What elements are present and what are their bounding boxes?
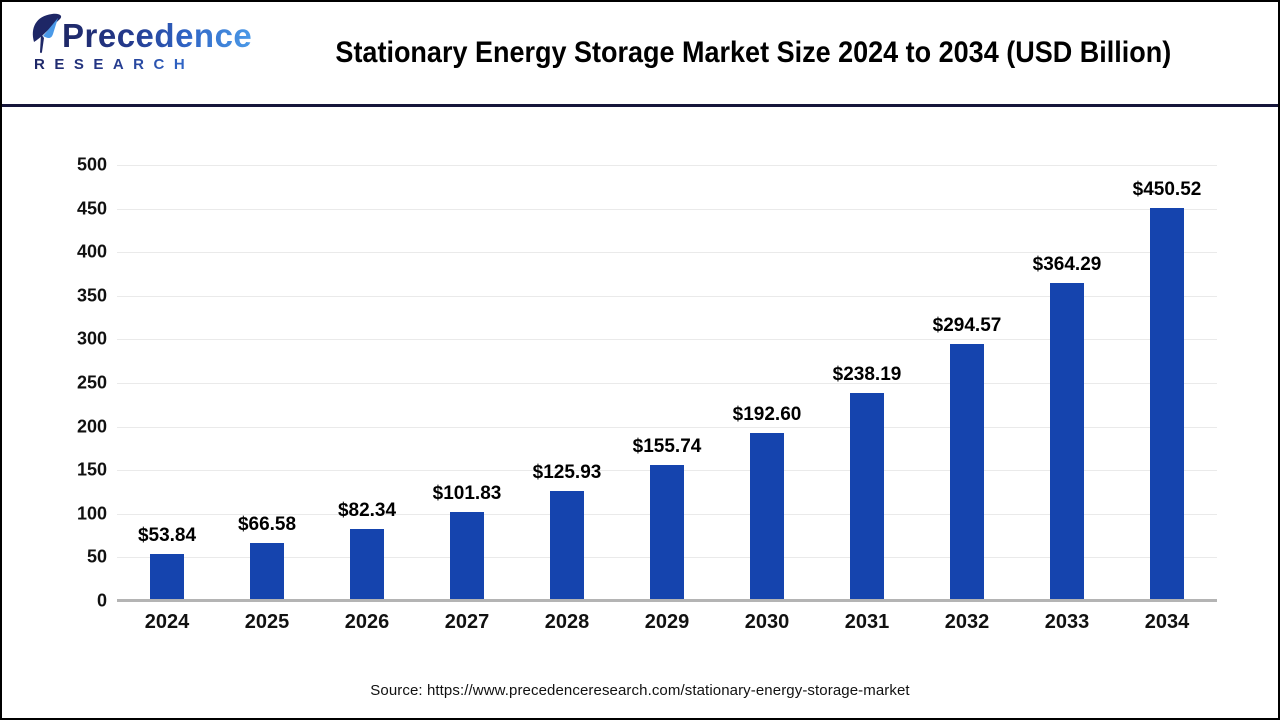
- x-tick-label-2026: 2026: [344, 611, 390, 633]
- y-tick-label-250: 250: [76, 372, 107, 393]
- x-tick-label-2028: 2028: [544, 611, 590, 633]
- bar-2031: [850, 393, 884, 601]
- bar-column-2032: $294.57: [917, 165, 1017, 601]
- x-tick-label-2033: 2033: [1044, 611, 1090, 633]
- bar-value-label-2026: $82.34: [337, 500, 397, 522]
- bar-2027: [450, 512, 484, 601]
- bar-column-2026: $82.34: [317, 165, 417, 601]
- header: Precedence RESEARCH Stationary Energy St…: [2, 2, 1278, 107]
- y-tick-label-500: 500: [76, 154, 107, 175]
- bar-2034: [1150, 208, 1184, 601]
- logo-name: Precedence: [62, 17, 253, 55]
- y-tick-label-150: 150: [76, 459, 107, 480]
- gridline-250: [117, 383, 1217, 384]
- x-axis-line: [117, 599, 1217, 602]
- y-tick-label-400: 400: [76, 241, 107, 262]
- bar-value-label-2025: $66.58: [237, 513, 297, 535]
- gridline-500: [117, 165, 1217, 166]
- bar-column-2031: $238.19: [817, 165, 917, 601]
- bar-column-2033: $364.29: [1017, 165, 1117, 601]
- x-tick-label-2031: 2031: [844, 611, 890, 633]
- x-tick-label-2027: 2027: [444, 611, 490, 633]
- bar-2025: [250, 542, 284, 601]
- bar-value-label-2034: $450.52: [1132, 179, 1202, 201]
- bar-2024: [150, 554, 184, 601]
- bar-2029: [650, 465, 684, 601]
- footer: Source: https://www.precedenceresearch.c…: [2, 682, 1278, 700]
- y-tick-label-200: 200: [76, 416, 107, 437]
- bar-2033: [1050, 283, 1084, 601]
- bar-value-label-2030: $192.60: [732, 404, 802, 426]
- x-axis: 2024 2025 2026 2027 2028 2029 2030 2031 2032 2033…: [117, 611, 1217, 647]
- bar-value-label-2029: $155.74: [632, 436, 702, 458]
- bar-value-label-2028: $125.93: [532, 462, 602, 484]
- x-tick-label-2030: 2030: [744, 611, 790, 633]
- gridline-350: [117, 295, 1217, 297]
- bar-column-2034: $450.52: [1117, 165, 1217, 601]
- bar-value-label-2027: $101.83: [432, 483, 502, 505]
- bar-2026: [350, 529, 384, 601]
- bar-2032: [950, 344, 984, 601]
- x-tick-label-2032: 2032: [944, 611, 990, 633]
- bar-2028: [550, 491, 584, 601]
- x-tick-label-2025: 2025: [244, 611, 290, 633]
- logo-subname: RESEARCH: [34, 56, 260, 73]
- y-tick-label-0: 0: [96, 590, 107, 611]
- bar-column-2027: $101.83: [417, 165, 517, 601]
- x-tick-label-2029: 2029: [644, 611, 690, 633]
- bar-2030: [750, 433, 784, 601]
- y-tick-label-350: 350: [76, 285, 107, 306]
- bar-column-2028: $125.93: [517, 165, 617, 601]
- y-tick-label-100: 100: [76, 503, 107, 524]
- bar-column-2029: $155.74: [617, 165, 717, 601]
- y-tick-label-50: 50: [86, 546, 107, 567]
- bar-value-label-2033: $364.29: [1032, 254, 1102, 276]
- plot-area: $53.84 $66.58 $82.34 $101.83 $125.93 $155.74 $…: [117, 165, 1217, 602]
- y-tick-label-450: 450: [76, 198, 107, 219]
- logo-arrow-icon: [32, 13, 62, 54]
- source-text: Source: https://www.precedenceresearch.c…: [370, 682, 910, 699]
- title-container: Stationary Energy Storage Market Size 20…: [242, 2, 1264, 104]
- bar-value-label-2032: $294.57: [932, 315, 1002, 337]
- logo-line: Precedence: [30, 12, 260, 54]
- x-tick-label-2034: 2034: [1144, 611, 1190, 633]
- gridline-400: [117, 252, 1217, 254]
- gridline-450: [117, 208, 1217, 210]
- bar-value-label-2031: $238.19: [832, 364, 902, 386]
- gridline-300: [117, 339, 1217, 341]
- page-title: Stationary Energy Storage Market Size 20…: [335, 36, 1171, 69]
- gridline-200: [117, 426, 1217, 428]
- x-tick-label-2024: 2024: [144, 611, 190, 633]
- bar-column-2025: $66.58: [217, 165, 317, 601]
- bar-column-2030: $192.60: [717, 165, 817, 601]
- y-tick-label-300: 300: [76, 328, 107, 349]
- y-axis: 0 50 100 150 200 250 300 350 400 450 500: [40, 155, 107, 611]
- bar-value-label-2024: $53.84: [137, 525, 197, 547]
- bar-column-2024: $53.84: [117, 165, 217, 601]
- precedence-research-logo: Precedence RESEARCH: [30, 12, 260, 73]
